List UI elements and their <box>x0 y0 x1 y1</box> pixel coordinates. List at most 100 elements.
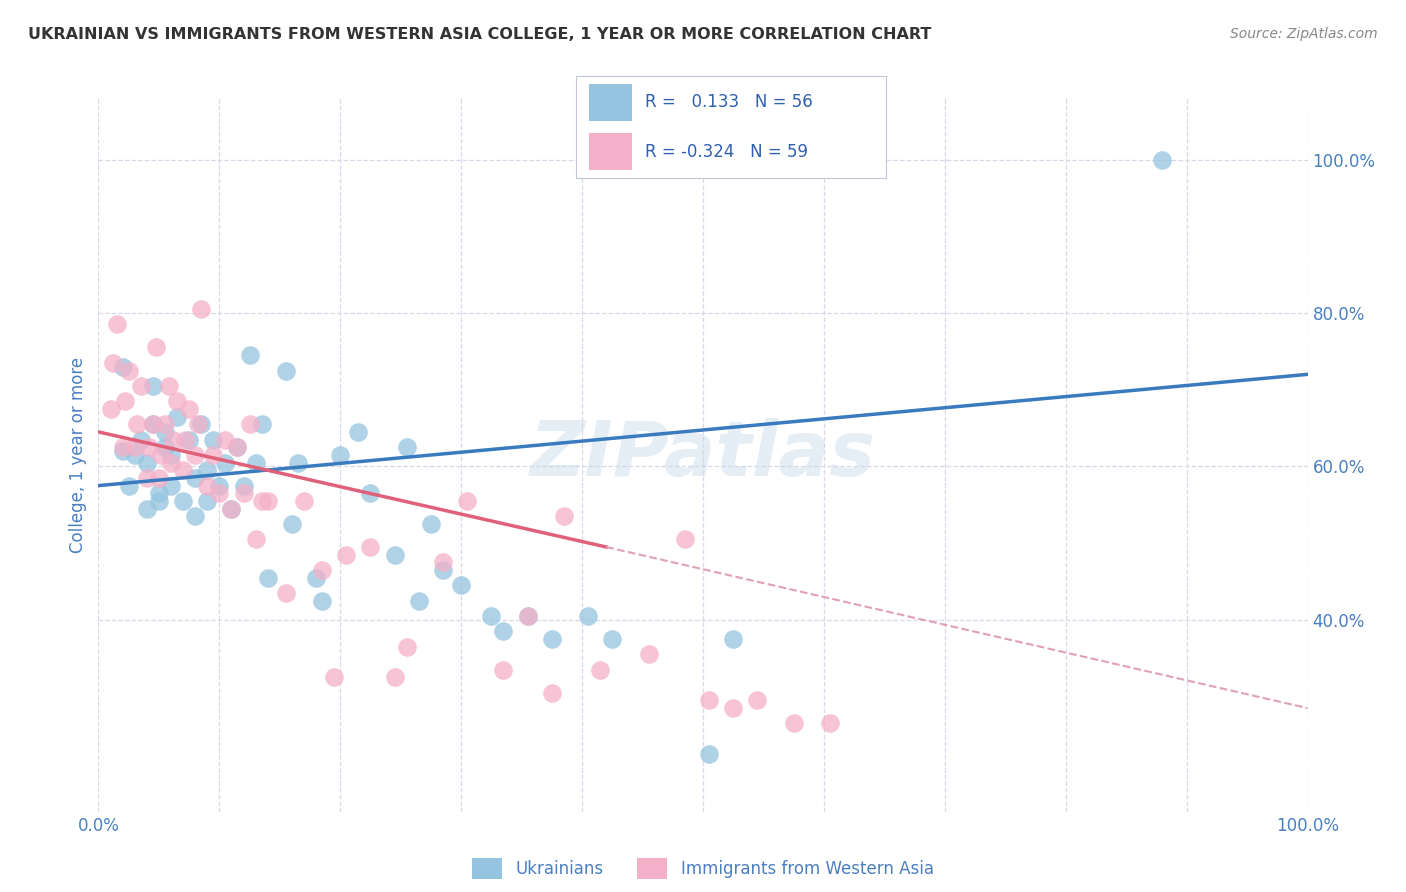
Point <box>166 394 188 409</box>
Text: ZIPatlas: ZIPatlas <box>530 418 876 491</box>
Point <box>160 448 183 462</box>
Point <box>153 425 176 439</box>
Point <box>335 548 357 562</box>
Point <box>150 448 173 462</box>
Point <box>111 359 134 374</box>
Point <box>187 417 209 432</box>
Point <box>818 716 841 731</box>
Point <box>127 417 149 432</box>
Text: R = -0.324   N = 59: R = -0.324 N = 59 <box>644 143 807 161</box>
Point <box>111 440 134 454</box>
Point <box>184 509 207 524</box>
Point <box>226 440 249 454</box>
Point <box>174 433 197 447</box>
Point <box>287 456 309 470</box>
Point <box>221 501 243 516</box>
Point <box>697 693 720 707</box>
Point <box>450 578 472 592</box>
Point <box>305 571 328 585</box>
Point <box>274 363 297 377</box>
Point <box>723 701 745 715</box>
Point <box>553 509 575 524</box>
Point <box>408 593 430 607</box>
Point <box>602 632 624 646</box>
Point <box>432 563 454 577</box>
Point <box>232 478 254 492</box>
Point <box>1152 153 1174 167</box>
Point <box>395 640 418 654</box>
Point <box>456 494 478 508</box>
Point <box>142 417 165 432</box>
Point <box>239 417 262 432</box>
Point <box>250 417 273 432</box>
Point <box>256 494 278 508</box>
Point <box>138 440 160 454</box>
Point <box>202 448 225 462</box>
Point <box>541 632 564 646</box>
Point <box>723 632 745 646</box>
Point <box>232 486 254 500</box>
Point <box>323 670 346 684</box>
Point <box>673 533 696 547</box>
Point <box>360 540 382 554</box>
Point <box>256 571 278 585</box>
Point <box>124 440 146 454</box>
Point <box>142 417 165 432</box>
Point <box>148 494 170 508</box>
Point <box>311 593 333 607</box>
Y-axis label: College, 1 year or more: College, 1 year or more <box>69 357 87 553</box>
Point <box>129 379 152 393</box>
Point <box>481 609 503 624</box>
Point <box>135 471 157 485</box>
Point <box>129 433 152 447</box>
Point <box>245 456 267 470</box>
Point <box>274 586 297 600</box>
Point <box>329 448 352 462</box>
Point <box>160 456 183 470</box>
Point <box>172 494 194 508</box>
Point <box>292 494 315 508</box>
Point <box>124 448 146 462</box>
Point <box>153 440 176 454</box>
Point <box>166 409 188 424</box>
Point <box>105 318 128 332</box>
Point <box>782 716 804 731</box>
Point <box>179 401 201 416</box>
Point <box>142 379 165 393</box>
Point <box>250 494 273 508</box>
Point <box>208 478 231 492</box>
Point <box>195 478 218 492</box>
Point <box>157 379 180 393</box>
Point <box>195 494 218 508</box>
Point <box>384 548 406 562</box>
Point <box>101 356 124 370</box>
Point <box>208 486 231 500</box>
Point <box>184 471 207 485</box>
Point <box>114 394 136 409</box>
Point <box>360 486 382 500</box>
Point <box>214 456 236 470</box>
Text: R =   0.133   N = 56: R = 0.133 N = 56 <box>644 94 813 112</box>
Point <box>281 516 304 531</box>
Point <box>245 533 267 547</box>
Point <box>492 624 515 639</box>
Point <box>118 363 141 377</box>
Point <box>145 341 167 355</box>
Point <box>516 609 538 624</box>
Point <box>179 433 201 447</box>
Text: Source: ZipAtlas.com: Source: ZipAtlas.com <box>1230 27 1378 41</box>
Point <box>516 609 538 624</box>
Point <box>214 433 236 447</box>
Point <box>637 648 659 662</box>
Point <box>153 417 176 432</box>
FancyBboxPatch shape <box>589 133 633 170</box>
Point <box>195 463 218 477</box>
Point <box>311 563 333 577</box>
Point <box>135 456 157 470</box>
Point <box>420 516 443 531</box>
Point <box>111 444 134 458</box>
Point <box>747 693 769 707</box>
Point <box>221 501 243 516</box>
Point <box>184 448 207 462</box>
Text: UKRAINIAN VS IMMIGRANTS FROM WESTERN ASIA COLLEGE, 1 YEAR OR MORE CORRELATION CH: UKRAINIAN VS IMMIGRANTS FROM WESTERN ASI… <box>28 27 932 42</box>
